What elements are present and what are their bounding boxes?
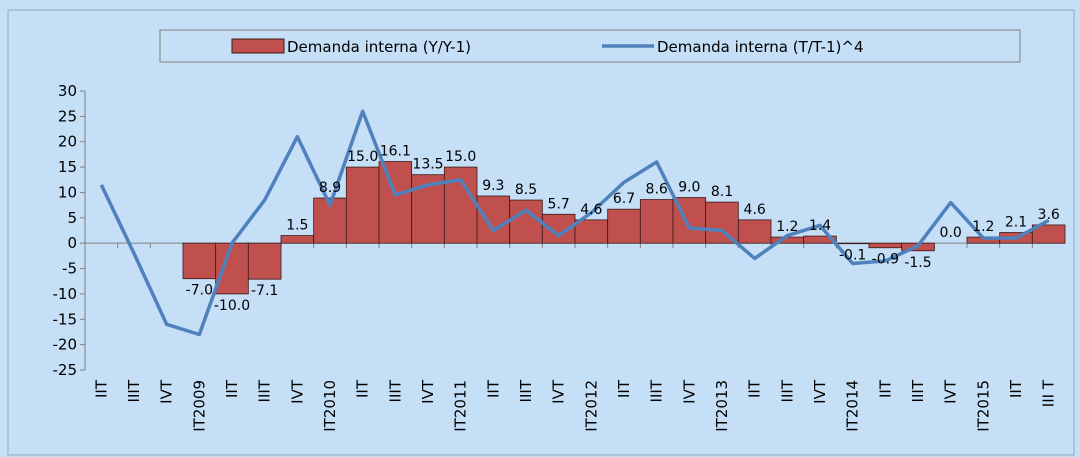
data-label: -10.0 — [214, 298, 250, 314]
y-tick-label: -20 — [53, 336, 78, 354]
legend-swatch — [231, 38, 285, 54]
data-label: 3.6 — [1038, 207, 1060, 223]
y-tick-label: -10 — [53, 285, 78, 303]
data-label: 8.9 — [319, 180, 341, 196]
bar — [247, 242, 282, 280]
x-tick-label: IT2012 — [582, 380, 600, 432]
data-label: 15.0 — [445, 149, 476, 165]
y-tick-label: -5 — [62, 260, 77, 278]
data-label: 8.5 — [515, 182, 537, 198]
x-tick-label: IVT — [158, 379, 176, 404]
data-label: 4.6 — [744, 202, 766, 218]
bar — [280, 235, 315, 244]
x-tick-label: IIIT — [648, 379, 666, 402]
data-label: 15.0 — [347, 149, 378, 165]
data-label: -0.1 — [839, 248, 866, 264]
data-label: 8.1 — [711, 184, 733, 200]
x-tick-label: IIT — [354, 379, 372, 398]
x-tick-label: IT2011 — [452, 380, 470, 432]
x-tick-label: IIIT — [778, 379, 796, 402]
bar — [182, 242, 217, 280]
data-label: 1.4 — [809, 218, 831, 234]
legend-box — [159, 29, 1021, 63]
x-tick-label: IIIT — [909, 379, 927, 402]
x-tick-label: IIT — [615, 379, 633, 398]
bar — [639, 199, 674, 244]
x-tick-label: IVT — [550, 379, 568, 404]
data-label: 1.2 — [972, 219, 994, 235]
x-tick-label: IT2014 — [844, 380, 862, 432]
x-tick-label: IT2010 — [321, 380, 339, 432]
x-tick-label: IVT — [680, 379, 698, 404]
y-tick-label: 20 — [58, 133, 77, 151]
x-tick-label: IVT — [419, 379, 437, 404]
data-label: 5.7 — [548, 196, 570, 212]
data-label: 8.6 — [646, 182, 668, 198]
data-label: 6.7 — [613, 191, 635, 207]
bar — [737, 219, 772, 244]
y-tick-label: 5 — [67, 209, 77, 227]
bar — [835, 242, 870, 245]
data-label: 9.0 — [678, 180, 700, 196]
data-label: 2.1 — [1005, 215, 1027, 231]
x-tick-label: IIIT — [386, 379, 404, 402]
data-label: 1.2 — [776, 219, 798, 235]
y-tick-label: -25 — [53, 361, 78, 379]
bar — [345, 166, 380, 244]
x-tick-label: IVT — [811, 379, 829, 404]
data-label: 16.1 — [380, 144, 411, 160]
bar — [868, 242, 903, 249]
x-tick-label: III T — [1040, 379, 1058, 407]
x-tick-label: IIIT — [125, 379, 143, 402]
data-label: 9.3 — [482, 178, 504, 194]
legend-label: Demanda interna (T/T-1)^4 — [657, 38, 864, 56]
y-tick-label: 15 — [58, 158, 77, 176]
x-tick-label: IIIT — [517, 379, 535, 402]
legend-label: Demanda interna (Y/Y-1) — [287, 38, 471, 56]
data-label: 0.0 — [940, 225, 962, 241]
x-tick-label: IIT — [746, 379, 764, 398]
x-tick-label: IVT — [942, 379, 960, 404]
data-label: -7.1 — [251, 283, 278, 299]
bar — [705, 201, 739, 244]
bar — [215, 242, 249, 295]
data-label: 13.5 — [412, 157, 443, 173]
y-tick-label: -15 — [53, 310, 78, 328]
line — [99, 109, 1050, 337]
y-tick-label: 10 — [58, 183, 77, 201]
bar — [509, 199, 543, 244]
x-tick-label: IT2009 — [190, 380, 208, 432]
bar — [476, 195, 511, 244]
x-tick-label: IVT — [288, 379, 306, 404]
x-tick-label: IIIT — [256, 379, 274, 402]
x-tick-label: IIT — [484, 379, 502, 398]
x-tick-label: IIT — [223, 379, 241, 398]
x-tick-label: IIT — [876, 379, 894, 398]
bar — [378, 161, 413, 244]
bar — [574, 219, 609, 244]
bar — [1031, 224, 1066, 244]
x-tick-label: IIT — [92, 379, 110, 398]
y-tick-label: 25 — [58, 107, 77, 125]
bar — [607, 208, 641, 244]
data-label: 4.6 — [580, 202, 602, 218]
x-tick-label: IIT — [1007, 379, 1025, 398]
x-tick-label: IT2013 — [713, 380, 731, 432]
data-label: -1.5 — [904, 255, 931, 271]
x-tick-label: IT2015 — [974, 380, 992, 432]
bar — [803, 235, 837, 244]
y-tick-label: 30 — [58, 82, 77, 100]
data-label: -0.9 — [872, 252, 899, 268]
y-tick-label: 0 — [67, 234, 77, 252]
data-label: -7.0 — [186, 283, 213, 299]
data-label: 1.5 — [286, 218, 308, 234]
frame — [7, 9, 1075, 456]
